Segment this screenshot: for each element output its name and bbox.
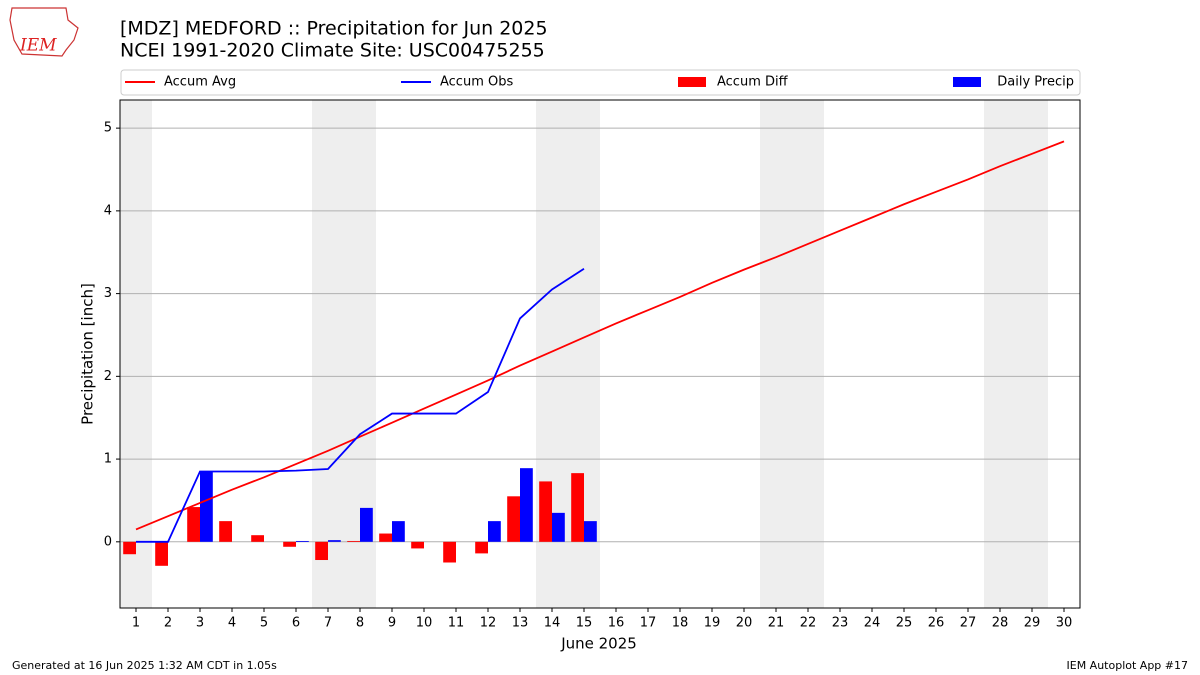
logo-text: IEM <box>19 36 57 56</box>
x-tick-label: 21 <box>768 616 785 631</box>
x-tick-label: 7 <box>324 616 332 631</box>
x-tick-label: 30 <box>1056 616 1073 631</box>
x-tick-label: 12 <box>480 616 497 631</box>
footer-right: IEM Autoplot App #17 <box>1067 659 1189 672</box>
bar <box>552 512 565 542</box>
bar <box>315 541 328 561</box>
legend-item: Daily Precip <box>953 75 1074 90</box>
x-tick-label: 4 <box>228 616 236 631</box>
y-tick-label: 0 <box>104 534 112 549</box>
x-tick-label: 29 <box>1024 616 1041 631</box>
weekend-shade <box>1016 100 1048 608</box>
bar <box>411 541 424 549</box>
weekend-shade <box>760 100 792 608</box>
weekend-shade <box>120 100 152 608</box>
x-tick-label: 19 <box>704 616 721 631</box>
bar <box>571 473 584 542</box>
weekend-shade <box>984 100 1016 608</box>
bar <box>123 541 136 555</box>
bar <box>360 507 373 542</box>
bar <box>475 541 488 554</box>
x-tick-label: 10 <box>416 616 433 631</box>
x-tick-label: 14 <box>544 616 561 631</box>
x-tick-label: 15 <box>576 616 593 631</box>
plot-frame <box>119 99 1081 609</box>
bar <box>584 521 597 542</box>
line <box>135 140 1065 531</box>
bar <box>539 481 552 542</box>
x-tick-label: 28 <box>992 616 1009 631</box>
legend-swatch <box>678 77 706 87</box>
chart-title: [MDZ] MEDFORD :: Precipitation for Jun 2… <box>120 18 548 40</box>
bar <box>219 521 232 542</box>
y-tick-label: 4 <box>104 203 112 218</box>
x-tick-label: 26 <box>928 616 945 631</box>
x-tick-label: 5 <box>260 616 268 631</box>
x-tick-label: 27 <box>960 616 977 631</box>
y-tick-label: 3 <box>104 286 112 301</box>
bar <box>296 540 309 542</box>
logo-outline <box>9 7 79 57</box>
bar <box>392 521 405 542</box>
bar <box>520 468 533 542</box>
legend-label: Daily Precip <box>997 75 1074 90</box>
x-tick-label: 16 <box>608 616 625 631</box>
y-tick-label: 1 <box>104 452 112 467</box>
x-tick-label: 13 <box>512 616 529 631</box>
bar <box>155 541 168 566</box>
x-tick-label: 3 <box>196 616 204 631</box>
bar <box>200 471 213 542</box>
bar <box>328 540 341 542</box>
weekend-shade <box>312 100 344 608</box>
x-tick-label: 17 <box>640 616 657 631</box>
bar <box>347 540 360 542</box>
legend-item: Accum Avg <box>125 75 236 90</box>
bar <box>507 496 520 542</box>
x-tick-label: 18 <box>672 616 689 631</box>
y-axis-label: Precipitation [inch] <box>79 283 97 425</box>
bar <box>187 507 200 542</box>
legend <box>120 69 1081 96</box>
bar <box>251 535 264 542</box>
legend-item: Accum Diff <box>678 75 789 90</box>
x-axis-label: June 2025 <box>560 635 637 653</box>
bar <box>488 521 501 542</box>
bar <box>443 541 456 563</box>
bar <box>379 533 392 542</box>
x-tick-label: 22 <box>800 616 817 631</box>
legend-swatch <box>953 77 981 87</box>
x-tick-label: 6 <box>292 616 300 631</box>
chart-subtitle: NCEI 1991-2020 Climate Site: USC00475255 <box>120 40 545 62</box>
x-tick-label: 25 <box>896 616 913 631</box>
x-tick-label: 8 <box>356 616 364 631</box>
legend-item: Accum Obs <box>401 75 513 90</box>
footer-left: Generated at 16 Jun 2025 1:32 AM CDT in … <box>12 659 277 672</box>
logo: IEM <box>9 7 79 57</box>
x-tick-label: 23 <box>832 616 849 631</box>
x-tick-label: 2 <box>164 616 172 631</box>
x-tick-label: 11 <box>448 616 465 631</box>
y-tick-label: 2 <box>104 369 112 384</box>
legend-label: Accum Avg <box>164 75 236 90</box>
legend-label: Accum Obs <box>440 75 513 90</box>
x-tick-label: 24 <box>864 616 881 631</box>
legend-label: Accum Diff <box>717 75 789 90</box>
line <box>136 268 585 543</box>
bar <box>283 541 296 547</box>
plot-area <box>120 100 1080 608</box>
x-tick-label: 9 <box>388 616 396 631</box>
x-tick-label: 20 <box>736 616 753 631</box>
y-tick-label: 5 <box>104 121 112 136</box>
weekend-shade <box>792 100 824 608</box>
x-tick-label: 1 <box>132 616 140 631</box>
